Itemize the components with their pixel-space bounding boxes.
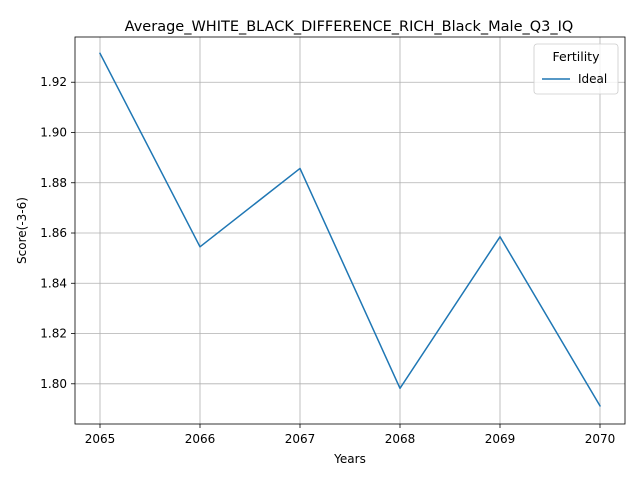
legend: Fertility Ideal [533, 43, 619, 95]
legend-title: Fertility [553, 49, 601, 64]
x-axis-label: Years [333, 452, 366, 466]
y-tick-label: 1.84 [40, 276, 67, 290]
x-tick-label: 2068 [385, 432, 416, 446]
y-axis-label: Score(-3-6) [15, 197, 29, 264]
y-tick-label: 1.92 [40, 75, 67, 89]
x-tick-label: 2070 [585, 432, 616, 446]
x-tick-label: 2067 [285, 432, 316, 446]
y-tick-label: 1.86 [40, 226, 67, 240]
plot-area [74, 36, 626, 425]
y-gridlines [75, 81, 625, 385]
x-axis: 2065 2066 2067 2068 2069 2070 [85, 424, 616, 446]
y-tick-label: 1.90 [40, 125, 67, 139]
legend-box [533, 43, 619, 95]
series-lines [98, 52, 602, 407]
chart-title: Average_WHITE_BLACK_DIFFERENCE_RICH_Blac… [125, 19, 574, 35]
series-line-ideal [98, 52, 602, 407]
legend-label-ideal: Ideal [578, 72, 607, 86]
y-tick-label: 1.80 [40, 377, 67, 391]
y-tick-label: 1.88 [40, 176, 67, 190]
plot-frame [74, 36, 626, 425]
y-axis: 1.80 1.82 1.84 1.86 1.88 1.90 1.92 [40, 75, 75, 391]
y-tick-label: 1.82 [40, 327, 67, 341]
x-tick-label: 2069 [485, 432, 516, 446]
x-tick-label: 2065 [85, 432, 116, 446]
x-tick-label: 2066 [185, 432, 216, 446]
x-gridlines [99, 37, 601, 424]
